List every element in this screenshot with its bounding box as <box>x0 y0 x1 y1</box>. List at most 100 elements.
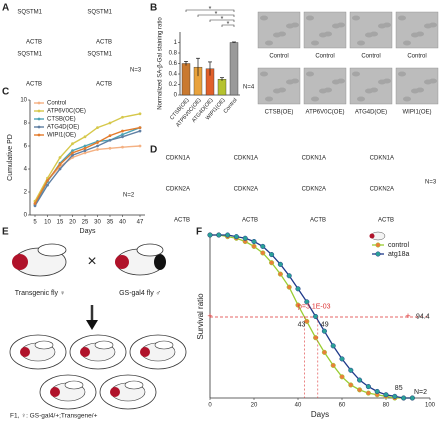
diagram-label: GS-gal4 fly ♂ <box>119 290 161 297</box>
point <box>269 252 275 258</box>
cell <box>383 78 391 84</box>
point <box>83 146 87 150</box>
end-label: 85 <box>395 385 403 392</box>
cell <box>337 22 345 28</box>
cell <box>311 96 319 102</box>
fly-wing <box>136 243 164 257</box>
point <box>260 243 266 249</box>
point <box>58 156 62 159</box>
legend-label: WIPI1(OE) <box>47 133 76 139</box>
x-axis-label: Days <box>80 228 96 235</box>
point <box>286 284 292 290</box>
p-value: p=3.1E-03 <box>298 303 331 310</box>
cell <box>291 22 299 28</box>
blot-row-label: CDKN1A <box>234 156 258 162</box>
y-tick-label: 2 <box>24 190 28 196</box>
point <box>313 313 319 320</box>
point <box>365 390 371 396</box>
vial <box>99 374 157 410</box>
x-axis-label: Days <box>311 410 329 419</box>
median-label: 43 <box>298 321 306 328</box>
x-tick-label: 30 <box>94 220 101 226</box>
x-tick-label: 10 <box>44 220 51 226</box>
cell <box>429 78 437 84</box>
vials <box>9 334 187 410</box>
cell <box>291 78 299 84</box>
blot-row-label: ACTB <box>174 218 190 224</box>
significance-bracket <box>197 14 235 17</box>
legend-label: control <box>388 242 409 249</box>
cell <box>403 40 411 46</box>
point <box>339 356 345 362</box>
image-caption: WIPI1(OE) <box>402 110 431 116</box>
plus-marker: + <box>207 311 212 321</box>
x-tick-label: 0 <box>208 403 212 409</box>
x-tick-label: 25 <box>82 220 89 226</box>
legend-label: ATG4D(OE) <box>47 125 79 131</box>
cell <box>260 71 268 77</box>
blot-row-label: CDKN2A <box>166 187 190 193</box>
image-caption: Control <box>407 54 426 60</box>
x-tick-label: 40 <box>119 220 126 226</box>
micrograph <box>257 11 301 49</box>
point <box>138 129 142 133</box>
blot-row-label: ACTB <box>310 218 326 224</box>
blot-row-label: ACTB <box>378 218 394 224</box>
cell <box>429 22 437 28</box>
point <box>138 126 142 129</box>
point <box>374 388 380 395</box>
legend-label: Control <box>47 101 66 107</box>
fly-eye <box>20 347 30 357</box>
vial <box>39 374 97 410</box>
median-label: 49 <box>321 321 329 328</box>
point <box>83 135 87 139</box>
vial <box>129 334 187 370</box>
significance-label: * <box>221 16 224 23</box>
blot-row-label: SQSTM1 <box>17 52 42 58</box>
cell <box>265 40 273 46</box>
y-tick-label: 1 <box>174 40 178 46</box>
x-tick-label: 20 <box>69 220 76 226</box>
y-tick-label: 0.8 <box>169 51 178 57</box>
y-tick-label: 4 <box>24 167 28 173</box>
image-caption: Control <box>361 54 380 60</box>
image-caption: ATG4D(OE) <box>355 110 387 116</box>
cell <box>416 31 424 37</box>
blot-row-label: SQSTM1 <box>87 52 112 58</box>
point <box>286 273 292 279</box>
cell <box>357 96 365 102</box>
panel-label: A <box>2 3 9 14</box>
point <box>251 243 257 249</box>
panel-label: D <box>150 145 157 156</box>
point <box>138 144 142 148</box>
fly-eye <box>110 387 120 397</box>
cell <box>398 71 406 77</box>
significance-label: * <box>209 6 212 13</box>
y-axis-label: Survival ratio <box>196 293 205 340</box>
point <box>46 183 49 187</box>
legend-marker <box>37 117 41 121</box>
y-tick-label: 6 <box>24 144 28 150</box>
blot-row-label: CDKN1A <box>302 156 326 162</box>
significance-bracket <box>185 9 235 12</box>
cell <box>370 87 378 93</box>
chart-note: N=4 <box>243 85 255 91</box>
cell <box>383 22 391 28</box>
panel-label: F <box>196 227 202 238</box>
vial <box>9 334 67 370</box>
cell <box>403 96 411 102</box>
fly-wing <box>64 380 84 390</box>
significance-bracket <box>209 19 235 22</box>
point <box>33 204 37 208</box>
point <box>277 261 283 267</box>
x-tick-label: 60 <box>339 403 346 409</box>
legend-label: CTSB(OE) <box>47 117 76 123</box>
point <box>357 387 363 393</box>
blot-row-label: CDKN1A <box>370 156 394 162</box>
point <box>409 395 415 401</box>
vial <box>69 334 127 370</box>
point <box>260 250 266 256</box>
fly-wing <box>37 243 67 257</box>
cell <box>306 71 314 77</box>
image-caption: Control <box>315 54 334 60</box>
